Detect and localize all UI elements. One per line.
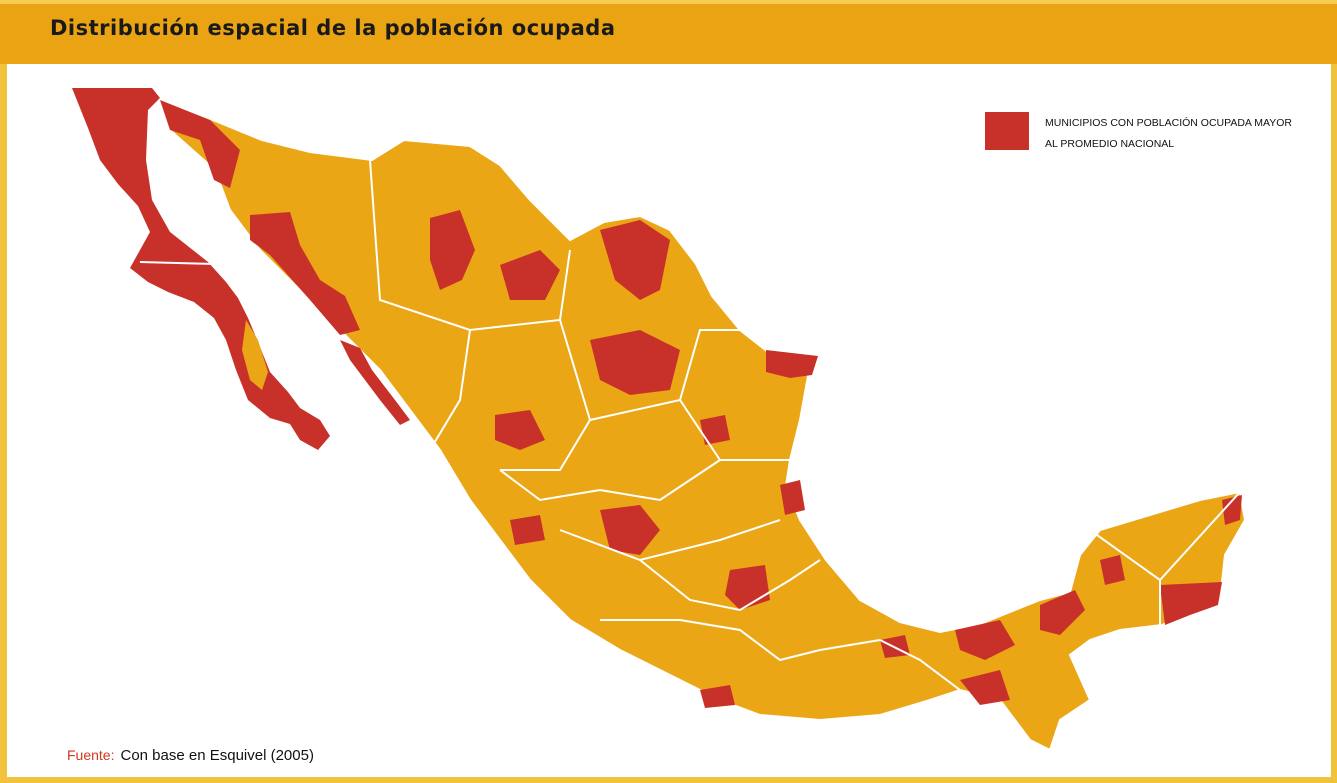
chihuahua-east-region <box>500 250 560 300</box>
tabasco-region <box>955 620 1015 660</box>
quintana-roo-region <box>1160 582 1222 625</box>
source-label: Fuente: <box>67 747 115 763</box>
sinaloa-coast-region <box>340 340 410 425</box>
monterrey-region <box>590 330 680 395</box>
jalisco-region <box>510 515 545 545</box>
source-text: Con base en Esquivel (2005) <box>120 747 314 764</box>
baja-california-peninsula <box>72 88 330 450</box>
map-title: Distribución espacial de la población oc… <box>50 16 616 40</box>
state-borders <box>139 159 1241 691</box>
sonora-coast-region <box>160 100 240 188</box>
campeche-region <box>1040 590 1085 635</box>
yucatan-coast-region <box>1100 555 1125 585</box>
legend-label: MUNICIPIOS CON POBLACIÓN OCUPADA MAYOR A… <box>1045 117 1292 150</box>
veracruz-region <box>780 480 805 515</box>
source-note: Fuente: Con base en Esquivel (2005) <box>67 747 314 764</box>
chiapas-region <box>960 670 1010 705</box>
sonora-interior-region <box>250 212 360 335</box>
san-luis-region <box>700 415 730 445</box>
guerrero-coast-region <box>700 685 735 708</box>
baja-sur-mainland-strip <box>242 320 268 390</box>
cancun-region <box>1222 495 1242 525</box>
legend-swatch <box>985 112 1029 150</box>
title-bar: Distribución espacial de la población oc… <box>0 0 1337 64</box>
coahuila-region <box>600 220 670 300</box>
chihuahua-region <box>430 210 475 290</box>
highlighted-municipalities <box>160 100 1242 708</box>
bajio-region <box>600 505 660 555</box>
durango-region <box>495 410 545 450</box>
tamaulipas-coast-region <box>766 350 818 378</box>
